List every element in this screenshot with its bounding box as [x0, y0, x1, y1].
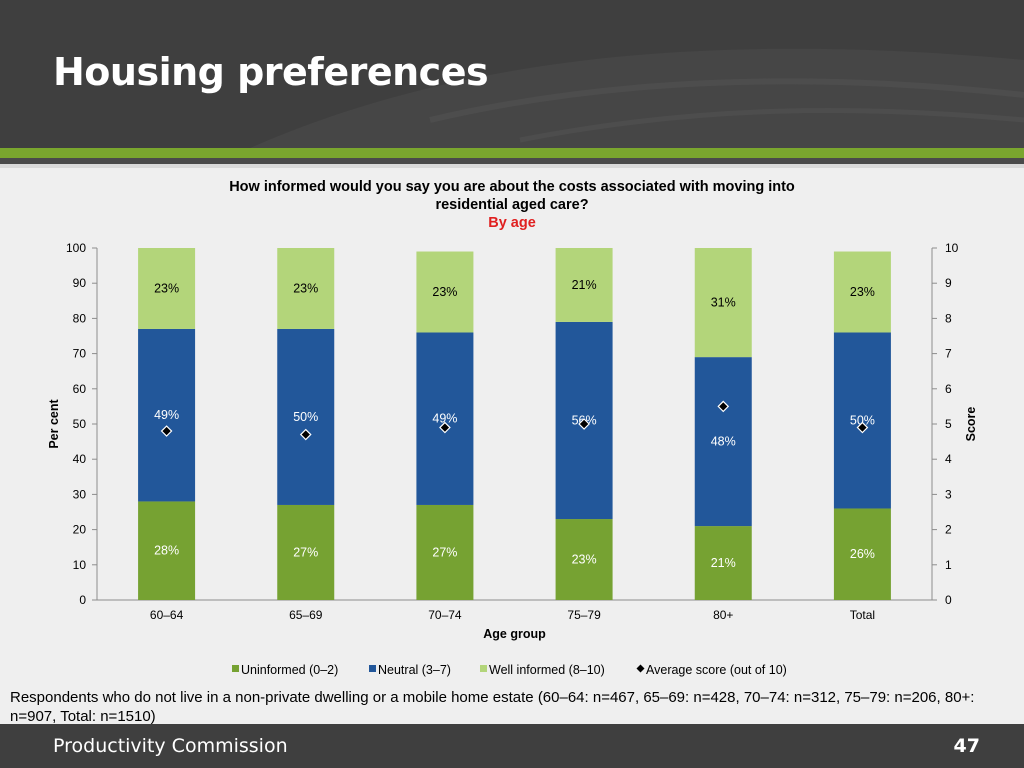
- legend-swatch: [369, 665, 376, 672]
- y2-axis-label: Score: [964, 407, 978, 442]
- bar-data-label: 31%: [711, 296, 736, 310]
- respondents-note: Respondents who do not live in a non-pri…: [10, 689, 975, 725]
- bar-segment-neutral: [277, 328, 335, 505]
- header-decoration: [250, 48, 1024, 148]
- x-tick-label: 75–79: [567, 608, 601, 622]
- bar-data-label: 50%: [293, 410, 318, 424]
- header-banner: Housing preferences: [0, 0, 1024, 148]
- x-tick-label: 70–74: [428, 608, 462, 622]
- x-tick-label: 80+: [713, 608, 733, 622]
- average-score-marker: [299, 428, 312, 441]
- page-title: Housing preferences: [53, 50, 489, 94]
- header-stripe-dark: [0, 158, 1024, 164]
- page-number: 47: [953, 735, 980, 757]
- x-tick-label: 60–64: [150, 608, 184, 622]
- y-tick-label: 50: [73, 417, 87, 431]
- bar-data-label: 23%: [154, 281, 179, 295]
- y2-tick-label: 9: [945, 276, 952, 290]
- y-tick-label: 60: [73, 382, 87, 396]
- bar-segment-well-informed: [416, 251, 474, 333]
- bar-data-label: 28%: [154, 544, 179, 558]
- bar-data-label: 49%: [432, 412, 457, 426]
- footer-bar: Productivity Commission 47: [0, 724, 1024, 768]
- header-stripe-light: [0, 164, 1024, 168]
- bar-segment-well-informed: [277, 248, 335, 329]
- average-score-marker: [578, 418, 590, 430]
- y-tick-label: 90: [73, 276, 87, 290]
- bar-segment-uninformed: [555, 519, 613, 600]
- y2-tick-label: 6: [945, 382, 952, 396]
- bar-segment-well-informed: [694, 248, 752, 358]
- y-tick-label: 40: [73, 452, 87, 466]
- legend-label: Average score (out of 10): [646, 663, 787, 677]
- chart-title-line-2: residential aged care?: [435, 197, 588, 213]
- y2-tick-label: 10: [945, 241, 959, 255]
- y-tick-label: 10: [73, 558, 87, 572]
- y2-tick-label: 5: [945, 417, 952, 431]
- x-tick-label: 65–69: [289, 608, 323, 622]
- legend-swatch: [232, 665, 239, 672]
- bar-data-label: 26%: [850, 547, 875, 561]
- y2-tick-label: 3: [945, 487, 952, 501]
- bar-segment-uninformed: [277, 504, 335, 600]
- average-score-marker: [856, 421, 869, 434]
- bar-segment-well-informed: [555, 248, 613, 322]
- bar-data-label: 48%: [711, 435, 736, 449]
- y-tick-label: 0: [79, 593, 86, 607]
- y-tick-label: 80: [73, 311, 87, 325]
- bar-data-label: 21%: [711, 556, 736, 570]
- bar-data-label: 21%: [572, 278, 597, 292]
- y2-tick-label: 4: [945, 452, 952, 466]
- chart-subtitle: By age: [488, 215, 536, 231]
- x-tick-label: Total: [850, 608, 875, 622]
- y2-tick-label: 2: [945, 523, 952, 537]
- bar-data-label: 23%: [572, 553, 597, 567]
- bar-data-label: 27%: [432, 545, 457, 559]
- bar-data-label: 23%: [432, 285, 457, 299]
- y-axis-label: Per cent: [47, 399, 61, 449]
- legend-swatch-diamond: [636, 664, 645, 673]
- bar-data-label: 50%: [850, 413, 875, 427]
- bar-segment-uninformed: [694, 526, 752, 600]
- y2-tick-label: 0: [945, 593, 952, 607]
- y2-tick-label: 8: [945, 311, 952, 325]
- legend-label: Neutral (3–7): [378, 663, 451, 677]
- average-score-marker: [160, 425, 173, 437]
- legend-label: Well informed (8–10): [489, 663, 605, 677]
- legend-swatch: [480, 665, 487, 672]
- y-tick-label: 20: [73, 523, 87, 537]
- legend-label: Uninformed (0–2): [241, 663, 338, 677]
- y-tick-label: 70: [73, 347, 87, 361]
- header-stripe-green: [0, 148, 1024, 158]
- bar-segment-well-informed: [138, 248, 196, 329]
- bar-segment-well-informed: [833, 251, 891, 333]
- average-score-marker: [439, 421, 451, 434]
- bar-segment-uninformed: [833, 508, 891, 600]
- bar-data-label: 23%: [850, 285, 875, 299]
- bar-segment-uninformed: [138, 501, 196, 600]
- footer-organisation: Productivity Commission: [53, 735, 288, 757]
- y-tick-label: 100: [66, 241, 86, 255]
- y-tick-label: 30: [73, 487, 87, 501]
- bar-data-label: 27%: [293, 545, 318, 559]
- average-score-marker: [717, 400, 730, 413]
- bar-segment-neutral: [416, 332, 474, 505]
- stacked-bar-chart: How informed would you say you are about…: [47, 179, 978, 677]
- x-axis-label: Age group: [483, 627, 546, 641]
- y2-tick-label: 7: [945, 347, 952, 361]
- bar-segment-neutral: [833, 332, 891, 509]
- bar-segment-neutral: [694, 357, 752, 527]
- bar-data-label: 49%: [154, 408, 179, 422]
- bar-segment-uninformed: [416, 504, 474, 600]
- bar-segment-neutral: [138, 328, 196, 502]
- y2-tick-label: 1: [945, 558, 952, 572]
- chart-title-line-1: How informed would you say you are about…: [229, 179, 795, 195]
- bar-data-label: 23%: [293, 281, 318, 295]
